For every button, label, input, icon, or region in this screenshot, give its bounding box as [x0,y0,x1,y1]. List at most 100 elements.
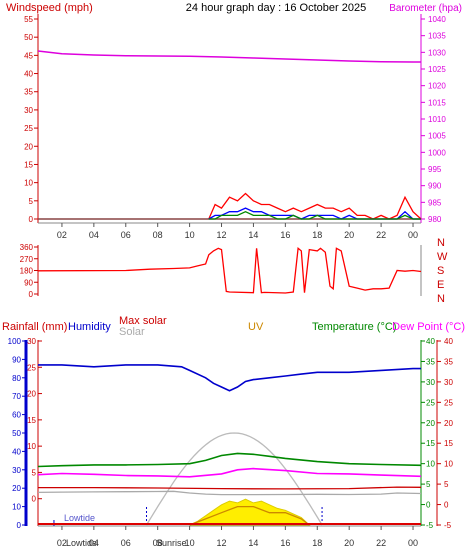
rainfall-tick-label: 40 [12,447,21,456]
x-tick-label: 02 [57,538,67,548]
rainfall-axis-label: Rainfall (mm) [2,321,67,333]
barometer-tick-label: 1000 [428,148,446,157]
temperature-axis-label: Temperature (°C) [312,321,396,333]
dewpoint-tick-label: 10 [444,460,453,469]
chart-title: 24 hour graph day : 16 October 2025 [186,2,366,14]
humidity-line [38,364,421,392]
temperature-tick-label: 10 [426,460,435,469]
sunrise-label: Sunrise [156,538,187,548]
rainfall-tick-label: 30 [12,466,21,475]
barometer-tick-label: 1035 [428,32,446,41]
x-tick-label: 20 [344,230,354,240]
temperature-tick-label: 40 [426,337,435,346]
windspeed-tick-label: 40 [24,70,33,79]
temperature-tick-label: 35 [426,357,435,366]
dewpoint-tick-label: 20 [444,419,453,428]
barometer-tick-label: 1010 [428,115,446,124]
humidity-tick-label: 25 [27,363,36,372]
rainfall-tick-label: 10 [12,503,21,512]
humidity-tick-label: 5 [32,468,37,477]
dewpoint-tick-label: -5 [444,521,452,530]
humidity-tick-label: 10 [27,442,36,451]
barometer-axis-label: Barometer (hpa) [389,3,462,14]
wind-gust-line [208,192,422,220]
temperature-tick-label: 0 [426,501,431,510]
windspeed-tick-label: 55 [24,15,33,24]
temperature-tick-label: -5 [426,521,434,530]
barometer-tick-label: 1020 [428,82,446,91]
dewpoint-tick-label: 30 [444,378,453,387]
x-tick-label: 14 [248,230,258,240]
temperature-tick-label: 25 [426,398,435,407]
windspeed-tick-label: 10 [24,179,33,188]
x-tick-label: 16 [280,538,290,548]
temperature-line [37,452,422,468]
barometer-tick-label: 1015 [428,98,446,107]
wind-barometer-panel: Windspeed (mph) 24 hour graph day : 16 O… [6,2,462,240]
barometer-tick-label: 995 [428,165,442,174]
humidity-tick-label: 0 [32,495,37,504]
solar-radiation-area [189,498,311,526]
humidity-tick-label: 15 [27,416,36,425]
windspeed-tick-label: 30 [24,106,33,115]
rainfall-tick-label: 50 [12,429,21,438]
dewpoint-tick-label: 15 [444,439,453,448]
direction-tick-label: 360 [20,243,34,252]
x-tick-label: 12 [217,538,227,548]
x-tick-label: 10 [185,538,195,548]
direction-tick-label: 270 [20,255,34,264]
temperature-tick-label: 15 [426,439,435,448]
x-tick-label: 16 [280,230,290,240]
windspeed-tick-label: 35 [24,88,33,97]
direction-tick-label: 90 [24,278,33,287]
barometer-line [37,50,421,63]
humidity-tick-label: 20 [27,390,36,399]
rainfall-tick-label: 100 [8,337,22,346]
x-tick-label: 22 [376,230,386,240]
x-tick-label: 06 [121,230,131,240]
max-solar-arc [145,432,323,526]
rainfall-tick-label: 80 [12,374,21,383]
solar-legend: Solar [119,326,145,338]
dewpoint-tick-label: 25 [444,398,453,407]
dewpoint-tick-label: 40 [444,337,453,346]
x-tick-label: 08 [153,230,163,240]
x-tick-label: 10 [185,230,195,240]
x-tick-label: 18 [312,230,322,240]
compass-label: S [437,265,444,277]
compass-label: N [437,293,445,305]
barometer-tick-label: 1030 [428,48,446,57]
windspeed-axis-label: Windspeed (mph) [6,2,93,14]
barometer-tick-label: 1005 [428,132,446,141]
x-tick-label: 04 [89,230,99,240]
max-solar-legend: Max solar [119,315,167,327]
windspeed-tick-label: 45 [24,51,33,60]
humidity-axis-label: Humidity [68,321,111,333]
temperature-panel: Rainfall (mm) Humidity Max solar Solar U… [2,315,465,548]
rainfall-tick-label: 70 [12,392,21,401]
barometer-tick-label: 1025 [428,65,446,74]
lowtide-label: Lowtide [64,513,95,523]
x-tick-label: 12 [217,230,227,240]
dewpoint-tick-label: 0 [444,501,449,510]
windspeed-tick-label: 25 [24,124,33,133]
x-tick-label: 00 [408,230,418,240]
dewpoint-tick-label: 5 [444,480,449,489]
x-tick-label: 06 [121,538,131,548]
humidity-tick-label: 30 [27,337,36,346]
max-solar-line [38,486,422,490]
uv-line [189,505,310,526]
rainfall-tick-label: 0 [17,521,22,530]
barometer-tick-label: 1040 [428,15,446,24]
windspeed-tick-label: 0 [29,215,34,224]
windspeed-tick-label: 5 [29,197,34,206]
direction-tick-label: 0 [29,290,34,299]
barometer-tick-label: 985 [428,198,442,207]
wind-average-line [208,210,421,220]
windspeed-tick-label: 50 [24,33,33,42]
x-tick-label: 04 [89,538,99,548]
dewpoint-axis-label: Dew Point (°C) [392,321,465,333]
